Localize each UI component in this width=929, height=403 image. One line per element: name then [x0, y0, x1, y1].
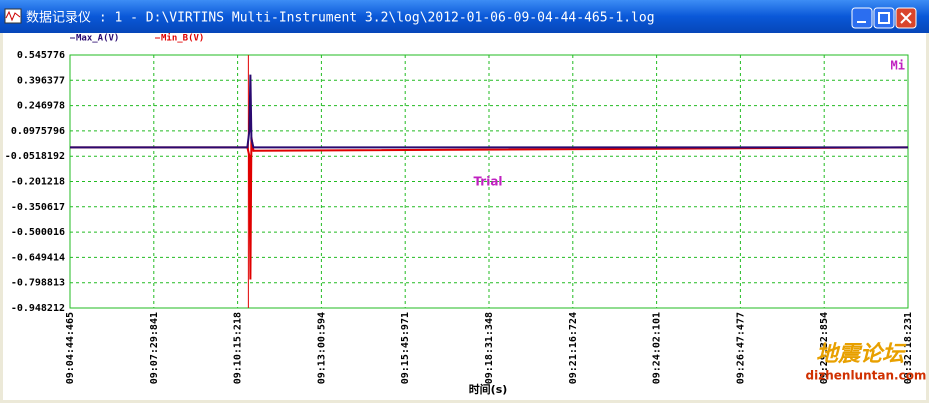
y-tick-label: 0.545776: [17, 50, 65, 61]
series-line: [70, 74, 908, 149]
y-tick-label: 0.396377: [17, 75, 65, 86]
x-tick-label: 09:15:45:971: [400, 312, 411, 384]
x-tick-label: 09:32:18:231: [903, 312, 914, 384]
chart: 0.545776 0.396377 0.246978 0.0975796 -0.0518…: [5, 33, 927, 397]
y-tick-label: -0.350617: [11, 202, 65, 213]
annotation: Trial: [473, 175, 502, 189]
y-tick-label: 0.246978: [17, 101, 65, 112]
y-tick-label: -0.0518192: [5, 151, 65, 162]
y-tick-label: -0.500016: [11, 227, 65, 238]
legend-label: Min_B(V): [161, 33, 204, 44]
x-tick-label: 09:21:16:724: [568, 312, 579, 384]
maximize-icon: [878, 12, 890, 24]
app-icon-wave: [5, 10, 21, 22]
x-tick-label: 09:29:32:854: [819, 312, 830, 384]
x-tick-label: 09:04:44:465: [65, 312, 76, 384]
x-axis-label: 时间(s): [469, 382, 508, 396]
y-tick-label: -0.948212: [11, 303, 65, 314]
x-tick-label: 09:10:15:218: [233, 312, 244, 384]
maximize-button[interactable]: [873, 7, 895, 29]
x-tick-label: 09:07:29:841: [149, 312, 160, 384]
x-tick-label: 09:26:47:477: [735, 312, 746, 384]
y-tick-label: 0.0975796: [11, 126, 65, 137]
minimize-button[interactable]: [851, 7, 873, 29]
window-title: 数据记录仪 : 1 - D:\VIRTINS Multi-Instrument …: [26, 11, 655, 26]
y-tick-label: -0.649414: [11, 252, 65, 263]
x-tick-label: 09:24:02:101: [652, 312, 663, 384]
close-icon: [900, 12, 912, 24]
annotation: Mi: [891, 59, 905, 73]
x-tick-label: 09:13:00:594: [316, 312, 327, 384]
x-tick-label: 09:18:31:348: [484, 312, 495, 384]
y-tick-label: -0.201218: [11, 177, 65, 188]
watermark: 地震论坛: [816, 342, 907, 367]
y-tick-label: -0.798813: [11, 278, 65, 289]
title-bar: [0, 0, 929, 33]
watermark-url: dizhenluntan.com: [806, 369, 927, 383]
legend-label: Max_A(V): [76, 34, 119, 44]
